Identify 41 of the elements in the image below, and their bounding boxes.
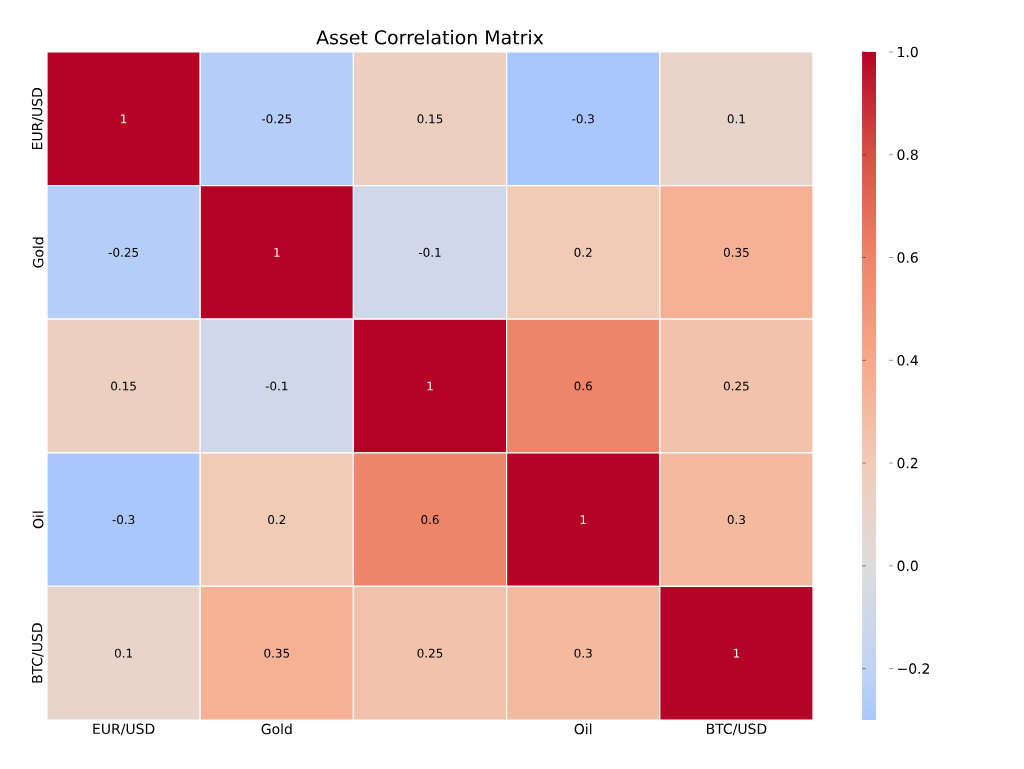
data-label: 1 [121,114,127,124]
data-label: 1 [427,381,433,391]
data-label: 1 [580,515,586,524]
data-label: -0.1 [265,381,288,391]
data-label: 0.3 [574,648,592,658]
color-bar-label: 0.8 [897,149,918,161]
data-label: -0.3 [572,114,594,124]
color-bar-label: 0.0 [897,560,918,572]
data-label: 0.35 [264,648,290,658]
data-label: 1 [274,248,280,257]
data-label: 0.1 [727,114,745,124]
data-label: 0.15 [111,381,136,391]
x-tick-label: Gold [261,723,292,735]
data-label: 0.6 [574,381,592,391]
data-label: 1 [733,648,740,658]
data-label: 0.25 [417,648,443,658]
chart-title: Asset Correlation Matrix [316,29,544,45]
color-bar-label: 0.2 [897,457,918,469]
color-bar-label: 0.4 [897,355,918,366]
data-label: 0.2 [268,515,286,525]
y-tick-label: Gold [32,237,44,268]
color-bar-label: 1.0 [898,46,918,58]
data-label: 0.25 [723,381,749,391]
color-bar-label: 0.6 [897,252,918,263]
color-bar-label: −0.2 [898,663,930,674]
data-label: -0.25 [108,247,139,257]
data-label: 0.35 [723,247,749,257]
data-label: -0.25 [261,114,292,124]
x-tick-label: BTC/USD [707,723,767,736]
data-label: 0.2 [574,247,592,257]
y-tick-label: EUR/USD [31,87,44,150]
data-label: 0.15 [417,114,443,124]
y-tick-label: BTC/USD [31,623,44,683]
x-tick-label: EUR/USD [93,723,155,736]
data-label: 0.1 [114,648,133,658]
data-label: 0.3 [727,515,745,525]
data-label: -0.1 [418,247,441,257]
x-tick-label: Oil [574,723,592,735]
y-tick-label: Oil [32,511,44,529]
data-label: 0.6 [421,515,439,525]
data-label: -0.3 [112,515,135,525]
